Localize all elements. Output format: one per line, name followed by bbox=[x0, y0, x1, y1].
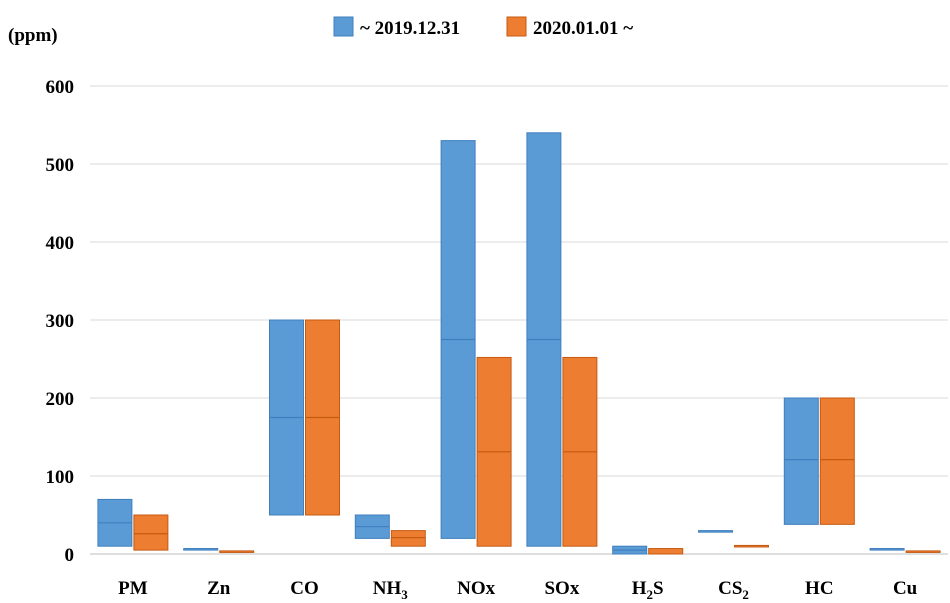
range-bar-2 bbox=[219, 550, 255, 553]
range-bar-2 bbox=[905, 550, 941, 553]
legend-swatch-series-1 bbox=[333, 16, 354, 37]
y-tick-label: 500 bbox=[46, 155, 75, 176]
legend-label-series-1: ~ 2019.12.31 bbox=[360, 18, 460, 39]
range-bar-2 bbox=[734, 544, 769, 548]
y-tick-labels: 0 100 200 300 400 500 600 bbox=[46, 77, 75, 566]
x-tick-label: H2S bbox=[632, 578, 664, 602]
legend-swatch-series-2 bbox=[506, 16, 527, 37]
legend-label-series-2: 2020.01.01 ~ bbox=[533, 18, 633, 39]
y-tick-label: 100 bbox=[46, 467, 75, 488]
x-tick-label: CO bbox=[290, 578, 319, 599]
x-tick-label: Cu bbox=[893, 578, 918, 599]
x-tick-label: PM bbox=[118, 578, 148, 599]
range-bar-2 bbox=[648, 548, 684, 555]
x-tick-label: SOx bbox=[544, 578, 579, 599]
x-tick-labels: PM Zn CO NH3 NOx SOx H2S CS2 HC Cu bbox=[118, 578, 918, 602]
y-tick-label: 0 bbox=[65, 545, 75, 566]
legend: ~ 2019.12.31 2020.01.01 ~ bbox=[333, 16, 633, 39]
range-bar-1 bbox=[698, 530, 733, 533]
x-tick-label: CS2 bbox=[718, 578, 749, 602]
y-tick-label: 200 bbox=[46, 389, 75, 410]
range-bar-1 bbox=[183, 548, 219, 551]
range-bar-2 bbox=[819, 397, 855, 525]
bars bbox=[97, 132, 941, 555]
y-tick-label: 600 bbox=[46, 77, 75, 98]
y-tick-label: 300 bbox=[46, 311, 75, 332]
range-bar-1 bbox=[783, 397, 819, 525]
gridlines bbox=[90, 85, 948, 555]
x-tick-label: NH3 bbox=[373, 578, 409, 602]
y-axis-unit-label: (ppm) bbox=[8, 25, 58, 46]
range-bar-2 bbox=[390, 530, 426, 547]
x-tick-label: Zn bbox=[207, 578, 231, 599]
range-bar-2 bbox=[133, 514, 169, 551]
x-tick-label: HC bbox=[805, 578, 834, 599]
y-tick-label: 400 bbox=[46, 233, 75, 254]
x-tick-label: NOx bbox=[457, 578, 496, 599]
range-bar-1 bbox=[869, 548, 905, 551]
